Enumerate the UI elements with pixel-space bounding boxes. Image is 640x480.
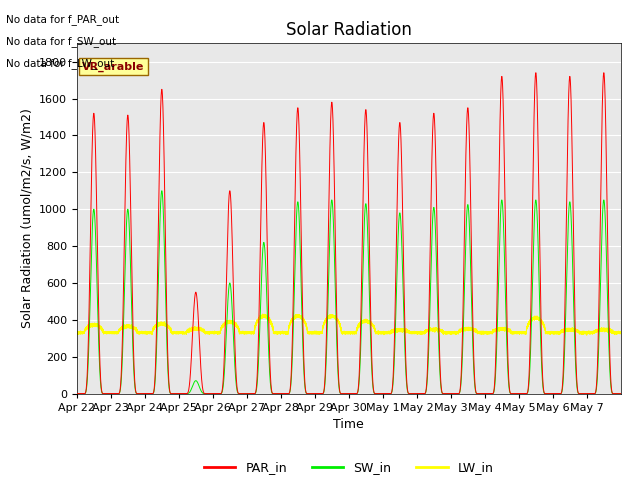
Text: VR_arable: VR_arable: [82, 61, 145, 72]
Legend: PAR_in, SW_in, LW_in: PAR_in, SW_in, LW_in: [199, 456, 499, 479]
Y-axis label: Solar Radiation (umol/m2/s, W/m2): Solar Radiation (umol/m2/s, W/m2): [20, 108, 33, 328]
Text: No data for f_LW_out: No data for f_LW_out: [6, 58, 115, 69]
Text: No data for f_SW_out: No data for f_SW_out: [6, 36, 116, 47]
X-axis label: Time: Time: [333, 418, 364, 431]
Text: No data for f_PAR_out: No data for f_PAR_out: [6, 14, 120, 25]
Title: Solar Radiation: Solar Radiation: [286, 21, 412, 39]
